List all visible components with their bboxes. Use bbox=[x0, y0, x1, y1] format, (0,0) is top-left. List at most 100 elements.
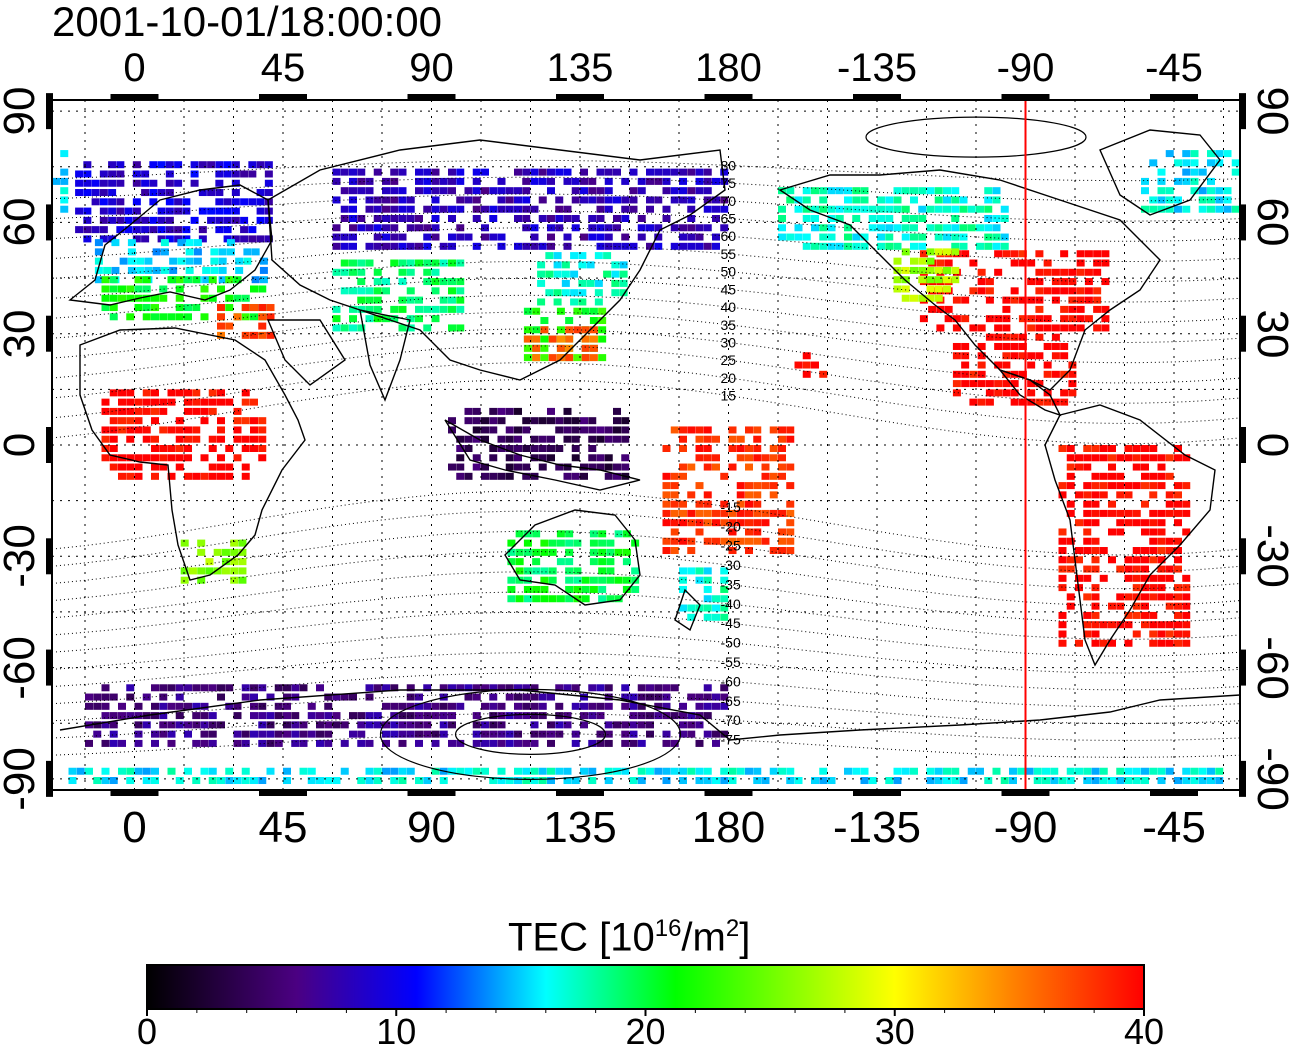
tec-cell bbox=[1083, 574, 1092, 582]
tec-cell bbox=[1002, 305, 1011, 313]
tec-cell bbox=[761, 519, 770, 527]
tec-cell bbox=[190, 170, 199, 178]
tec-cell bbox=[515, 558, 524, 566]
tec-cell bbox=[291, 712, 300, 720]
tec-cell bbox=[151, 702, 159, 710]
tec-cell bbox=[472, 417, 481, 425]
tec-cell bbox=[415, 702, 423, 710]
frame-tick bbox=[1150, 94, 1198, 101]
tec-cell bbox=[1043, 315, 1052, 323]
tec-cell bbox=[1042, 767, 1050, 775]
tec-cell bbox=[1149, 472, 1158, 480]
tec-cell bbox=[193, 239, 202, 247]
tec-cell bbox=[753, 537, 762, 545]
tec-cell bbox=[811, 187, 819, 195]
tec-cell bbox=[99, 189, 108, 197]
tec-cell bbox=[802, 233, 811, 241]
frame-tick bbox=[1239, 760, 1246, 797]
tec-cell bbox=[332, 693, 341, 701]
left-lat-tick: 30 bbox=[0, 309, 44, 359]
tec-cell bbox=[555, 426, 564, 434]
tec-cell bbox=[835, 187, 844, 195]
tec-cell bbox=[522, 445, 531, 452]
tec-cell bbox=[481, 426, 489, 434]
tec-cell bbox=[456, 168, 465, 176]
tec-cell bbox=[580, 767, 588, 775]
tec-cell bbox=[977, 398, 986, 406]
tec-cell bbox=[1075, 556, 1083, 564]
tec-cell bbox=[530, 693, 539, 701]
tec-cell bbox=[60, 205, 69, 213]
tec-cell bbox=[1002, 361, 1011, 369]
tec-cell bbox=[631, 585, 640, 593]
tec-cell bbox=[167, 730, 176, 738]
tec-cell bbox=[901, 224, 910, 232]
tec-cell bbox=[604, 242, 613, 250]
tec-cell bbox=[1068, 389, 1077, 397]
tec-cell bbox=[1132, 463, 1141, 471]
tec-cell bbox=[679, 702, 687, 710]
tec-cell bbox=[472, 177, 481, 185]
tec-cell bbox=[540, 539, 549, 547]
tec-cell bbox=[193, 257, 202, 265]
tec-cell bbox=[159, 454, 168, 462]
tec-cell bbox=[951, 233, 960, 241]
tec-cell bbox=[598, 539, 607, 547]
tec-cell bbox=[1068, 305, 1077, 313]
tec-cell bbox=[943, 276, 951, 284]
tec-region bbox=[332, 259, 465, 332]
tec-cell bbox=[695, 767, 704, 775]
tec-cell bbox=[197, 539, 206, 547]
tec-cell bbox=[1132, 482, 1141, 490]
tec-cell bbox=[586, 279, 595, 287]
tec-cell bbox=[662, 767, 671, 775]
tec-cell bbox=[332, 196, 341, 204]
tec-cell bbox=[1075, 547, 1083, 555]
tec-cell bbox=[332, 324, 341, 332]
tec-cell bbox=[1101, 324, 1110, 332]
tec-cell bbox=[456, 739, 465, 747]
tec-cell bbox=[565, 595, 574, 603]
frame-tick bbox=[46, 538, 53, 575]
tec-cell bbox=[132, 226, 141, 234]
magnetic-latitude-label: -50 bbox=[721, 635, 741, 651]
tec-cell bbox=[1108, 482, 1116, 490]
tec-cell bbox=[93, 693, 102, 701]
tec-cell bbox=[662, 693, 671, 701]
tec-cell bbox=[332, 168, 341, 176]
tec-cell bbox=[523, 335, 532, 343]
tec-cell bbox=[1076, 250, 1085, 258]
tec-cell bbox=[952, 370, 961, 378]
tec-cell bbox=[670, 187, 679, 195]
tec-cell bbox=[1141, 565, 1149, 573]
magnetic-latitude-label: -40 bbox=[721, 596, 741, 612]
frame-tick bbox=[556, 94, 604, 101]
tec-cell bbox=[1124, 509, 1133, 517]
tec-cell bbox=[736, 482, 745, 490]
tec-cell bbox=[109, 313, 118, 321]
tec-cell bbox=[695, 435, 704, 443]
tec-cell bbox=[926, 257, 935, 265]
tec-cell bbox=[538, 454, 547, 462]
frame-tick bbox=[704, 789, 753, 796]
tec-cell bbox=[182, 226, 191, 234]
tec-cell bbox=[456, 702, 465, 710]
tec-cell bbox=[1141, 205, 1149, 213]
tec-cell bbox=[250, 417, 258, 425]
tec-cell bbox=[1058, 565, 1067, 573]
tec-cell bbox=[786, 509, 795, 517]
tec-cell bbox=[969, 398, 978, 406]
tec-cell bbox=[547, 693, 555, 701]
tec-cell bbox=[1027, 380, 1036, 388]
tec-cell bbox=[258, 739, 267, 747]
tec-cell bbox=[745, 463, 753, 471]
coast-arabia bbox=[266, 319, 346, 386]
tec-cell bbox=[984, 205, 993, 213]
tec-cell bbox=[283, 684, 291, 692]
tec-cell bbox=[1108, 454, 1116, 462]
tec-cell bbox=[637, 693, 646, 701]
tec-cell bbox=[994, 250, 1003, 258]
tec-cell bbox=[1182, 574, 1191, 582]
tec-cell bbox=[233, 739, 242, 747]
tec-cell bbox=[1116, 491, 1125, 499]
